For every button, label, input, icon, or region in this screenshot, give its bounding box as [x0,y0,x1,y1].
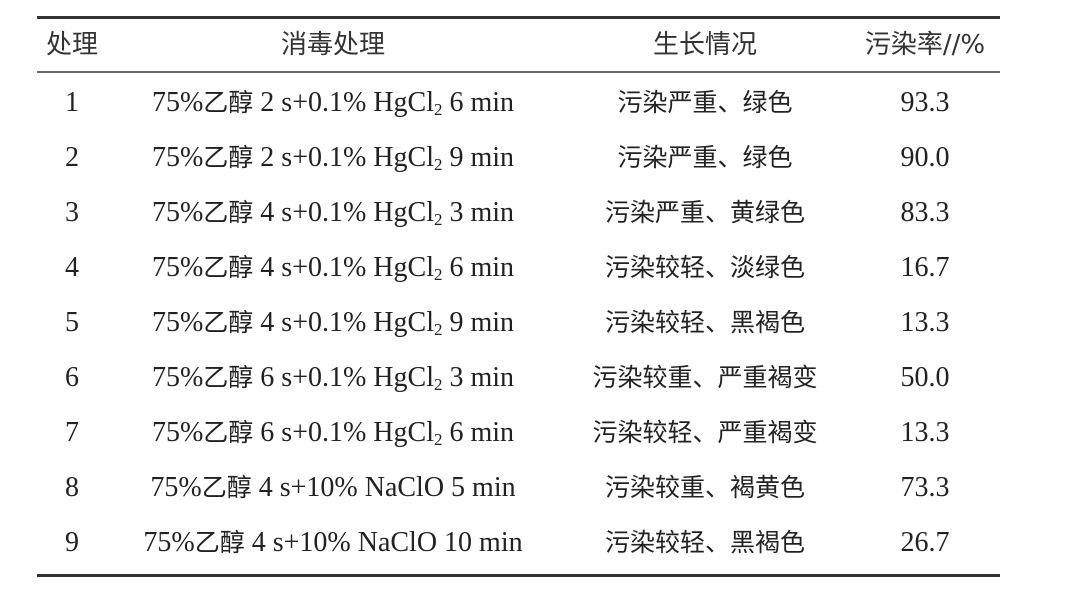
subscript: 2 [433,155,443,174]
disinfection-method: 75%乙醇 2 s+0.1% HgCl2 9 min [152,138,514,178]
ethanol-label: 乙醇 [201,473,252,502]
ethanol-percent: 75% [151,417,204,448]
table-row: 2 75%乙醇 2 s+0.1% HgCl2 9 min 污染严重、绿色 90.0 [0,138,1090,178]
ethanol-percent: 75% [151,87,204,118]
treatment-id: 8 [65,472,79,503]
table-row: 4 75%乙醇 4 s+0.1% HgCl2 6 min 污染较轻、淡绿色 16.7 [0,248,1090,288]
treatment-id: 5 [65,307,79,338]
ethanol-percent: 75% [151,197,204,228]
contamination-rate: 83.3 [900,197,950,228]
method-detail: 2 s+0.1% HgCl [253,87,434,118]
growth-status: 污染较轻、黑褐色 [604,308,806,337]
table-row: 8 75%乙醇 4 s+10% NaClO 5 min 污染较重、褐黄色 73.3 [0,468,1090,508]
disinfection-method: 75%乙醇 2 s+0.1% HgCl2 6 min [152,83,514,123]
header-contamination-rate: 污染率//% [864,30,986,60]
ethanol-label: 乙醇 [203,418,254,447]
table-row: 7 75%乙醇 6 s+0.1% HgCl2 6 min 污染较轻、严重褐变 13.3 [0,413,1090,453]
table-row: 9 75%乙醇 4 s+10% NaClO 10 min 污染较轻、黑褐色 26.7 [0,523,1090,563]
ethanol-percent: 75% [151,307,204,338]
method-duration: 3 min [442,197,515,228]
disinfection-method: 75%乙醇 4 s+10% NaClO 10 min [143,523,522,563]
method-duration: 6 min [442,252,515,283]
ethanol-label: 乙醇 [203,143,254,172]
subscript: 2 [433,320,443,339]
method-detail: 6 s+0.1% HgCl [253,417,434,448]
contamination-rate: 93.3 [900,87,950,118]
method-detail: 4 s+0.1% HgCl [253,197,434,228]
growth-status: 污染较轻、淡绿色 [604,253,806,282]
method-duration: 3 min [442,362,515,393]
subscript: 2 [433,265,443,284]
ethanol-label: 乙醇 [203,308,254,337]
ethanol-percent: 75% [151,252,204,283]
treatment-id: 1 [65,87,79,118]
method-duration: 6 min [442,87,515,118]
subscript: 2 [433,375,443,394]
contamination-rate: 90.0 [900,142,950,173]
method-detail: 2 s+0.1% HgCl [253,142,434,173]
method-detail: 4 s+0.1% HgCl [253,307,434,338]
table-row: 5 75%乙醇 4 s+0.1% HgCl2 9 min 污染较轻、黑褐色 13.3 [0,303,1090,343]
growth-status: 污染较重、严重褐变 [592,363,818,392]
contamination-rate: 16.7 [900,252,950,283]
table-row: 3 75%乙醇 4 s+0.1% HgCl2 3 min 污染严重、黄绿色 83.3 [0,193,1090,233]
table-row: 6 75%乙醇 6 s+0.1% HgCl2 3 min 污染较重、严重褐变 50.0 [0,358,1090,398]
treatment-id: 2 [65,142,79,173]
contamination-rate: 13.3 [900,307,950,338]
table-top-rule [37,16,1000,19]
method-detail: 6 s+0.1% HgCl [253,362,434,393]
ethanol-percent: 75% [151,362,204,393]
disinfection-method: 75%乙醇 6 s+0.1% HgCl2 3 min [152,358,514,398]
growth-status: 污染严重、绿色 [617,88,793,117]
ethanol-label: 乙醇 [203,253,254,282]
treatment-id: 6 [65,362,79,393]
header-disinfection: 消毒处理 [280,30,386,60]
ethanol-percent: 75% [143,527,195,558]
ethanol-percent: 75% [151,142,204,173]
subscript: 2 [433,100,443,119]
method-detail: 4 s+10% NaClO 10 min [244,527,523,558]
growth-status: 污染严重、黄绿色 [604,198,806,227]
method-duration: 9 min [442,307,515,338]
method-detail: 4 s+0.1% HgCl [253,252,434,283]
disinfection-method: 75%乙醇 4 s+0.1% HgCl2 3 min [152,193,514,233]
method-detail: 4 s+10% NaClO 5 min [251,472,516,503]
treatment-id: 7 [65,417,79,448]
growth-status: 污染严重、绿色 [617,143,793,172]
growth-status: 污染较轻、严重褐变 [592,418,818,447]
table-header: 处理 消毒处理 生长情况 污染率//% [0,25,1090,65]
ethanol-label: 乙醇 [194,528,245,557]
contamination-rate: 13.3 [900,417,950,448]
treatment-id: 3 [65,197,79,228]
ethanol-label: 乙醇 [203,363,254,392]
contamination-rate: 26.7 [900,527,950,558]
subscript: 2 [433,430,443,449]
growth-status: 污染较轻、黑褐色 [604,528,806,557]
contamination-rate: 73.3 [900,472,950,503]
header-treatment: 处理 [45,30,99,60]
method-duration: 6 min [442,417,515,448]
ethanol-percent: 75% [150,472,202,503]
ethanol-label: 乙醇 [203,198,254,227]
subscript: 2 [433,210,443,229]
disinfection-method: 75%乙醇 6 s+0.1% HgCl2 6 min [152,413,514,453]
disinfection-method: 75%乙醇 4 s+0.1% HgCl2 6 min [152,248,514,288]
disinfection-method: 75%乙醇 4 s+10% NaClO 5 min [150,468,515,508]
disinfection-method: 75%乙醇 4 s+0.1% HgCl2 9 min [152,303,514,343]
table-row: 1 75%乙醇 2 s+0.1% HgCl2 6 min 污染严重、绿色 93.3 [0,83,1090,123]
growth-status: 污染较重、褐黄色 [604,473,806,502]
treatment-id: 9 [65,527,79,558]
method-duration: 9 min [442,142,515,173]
contamination-rate: 50.0 [900,362,950,393]
header-growth: 生长情况 [652,30,758,60]
table-header-rule [37,71,1000,73]
ethanol-label: 乙醇 [203,88,254,117]
table-bottom-rule [37,574,1000,577]
treatment-id: 4 [65,252,79,283]
